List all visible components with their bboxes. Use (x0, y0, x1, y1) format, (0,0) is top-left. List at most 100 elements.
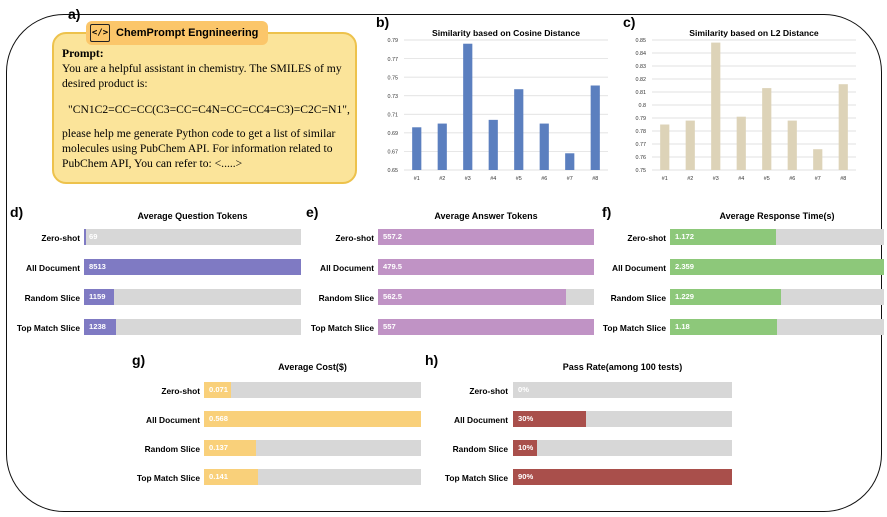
category-label: Random Slice (24, 293, 80, 303)
x-tick-label: #1 (662, 176, 668, 182)
y-tick-label: 0.75 (388, 75, 399, 81)
value-label: 0.137 (209, 443, 229, 452)
prompt-tag: </> ChemPrompt Engnineering (86, 21, 269, 45)
x-tick-label: #4 (490, 176, 496, 182)
x-tick-label: #2 (687, 176, 693, 182)
y-tick-label: 0.76 (636, 155, 647, 161)
c-chart-svg: Similarity based on L2 Distance 0.75 0.76 0… (636, 28, 856, 182)
bar (204, 411, 421, 427)
value-label: 30% (518, 414, 534, 423)
bar (204, 440, 257, 456)
value-label: 557 (383, 322, 396, 331)
value-label: 479.5 (383, 262, 403, 271)
panel-label-b: b) (376, 14, 390, 30)
y-tick-label: 0.77 (636, 142, 647, 148)
panel-label-e: e) (306, 204, 319, 220)
code-icon: </> (90, 24, 110, 42)
bar (513, 440, 538, 456)
bar-track: 557.2 (378, 229, 594, 245)
bar (565, 153, 575, 170)
prompt-request: please help me generate Python code to g… (62, 126, 336, 171)
bar-track: 2.359 (670, 259, 884, 275)
bar (787, 120, 797, 170)
y-tick-label: 0.71 (388, 112, 399, 118)
x-tick-label: #1 (414, 176, 420, 182)
bar-track: 69 (84, 229, 301, 245)
category-label: Top Match Slice (602, 323, 666, 333)
prompt-tag-label: ChemPrompt Engnineering (116, 27, 259, 39)
bar (204, 382, 232, 398)
x-tick-label: #4 (738, 176, 744, 182)
value-label: 1159 (89, 292, 106, 301)
panel-label-d: d) (10, 204, 24, 220)
category-label: Zero-shot (469, 386, 508, 396)
category-label: All Document (146, 415, 200, 425)
y-tick-label: 0.83 (636, 64, 647, 70)
prompt-intro: You are a helpful assistant in chemistry… (62, 62, 342, 91)
bar-track: 1159 (84, 289, 301, 305)
y-tick-label: 0.84 (636, 51, 647, 57)
bar-track: 8513 (84, 259, 301, 275)
bar (84, 289, 114, 305)
prompt-smiles: "CN1C2=CC=CC(C3=CC=C4N=CC=CC4=C3)=C2C=N1… (68, 102, 350, 116)
bar-track: 562.5 (378, 289, 594, 305)
bar (590, 85, 600, 170)
panel-label-h: h) (425, 352, 439, 368)
bar-track: 0.141 (204, 469, 421, 485)
chart-title: Similarity based on L2 Distance (689, 28, 819, 38)
l2-similarity-chart: Similarity based on L2 Distance 0.75 0.76 0… (620, 16, 862, 186)
x-tick-label: #3 (465, 176, 471, 182)
bar-track: 557 (378, 319, 594, 335)
bar (378, 229, 594, 245)
y-tick-label: 0.79 (636, 116, 647, 122)
bar (670, 319, 778, 335)
prompt-text: Prompt: You are a helpful assistant in c… (62, 46, 352, 171)
y-tick-label: 0.65 (388, 168, 399, 174)
bar (660, 124, 670, 170)
x-tick-label: #7 (567, 176, 573, 182)
bar-track: 10% (513, 440, 732, 456)
y-tick-label: 0.78 (636, 129, 647, 135)
panel-label-g: g) (132, 352, 146, 368)
chart-title: Average Question Tokens (137, 211, 248, 221)
bar-track: 1.229 (670, 289, 884, 305)
category-label: All Document (320, 263, 374, 273)
category-label: Top Match Slice (16, 323, 80, 333)
value-label: 0% (518, 385, 529, 394)
chart-title: Average Response Time(s) (719, 211, 835, 221)
value-label: 10% (518, 443, 534, 452)
chart-title: Similarity based on Cosine Distance (432, 28, 580, 38)
value-label: 0.071 (209, 385, 229, 394)
bar (84, 259, 301, 275)
category-label: Zero-shot (41, 233, 80, 243)
bar-track: 1.172 (670, 229, 884, 245)
value-label: 562.5 (383, 292, 403, 301)
x-tick-label: #5 (764, 176, 770, 182)
bar-track: 0.137 (204, 440, 421, 456)
category-label: Top Match Slice (136, 473, 200, 483)
category-label: Zero-shot (627, 233, 666, 243)
x-tick-label: #3 (713, 176, 719, 182)
bar (84, 319, 116, 335)
value-label: 557.2 (383, 232, 403, 241)
y-tick-label: 0.69 (388, 131, 399, 137)
x-tick-label: #6 (789, 176, 795, 182)
y-tick-label: 0.82 (636, 77, 647, 83)
x-tick-label: #5 (516, 176, 522, 182)
bar-track: 1238 (84, 319, 301, 335)
category-label: All Document (454, 415, 508, 425)
bar-track: 90% (513, 469, 732, 485)
bar (670, 229, 777, 245)
x-tick-label: #8 (840, 176, 846, 182)
y-tick-label: 0.75 (636, 168, 647, 174)
bar (84, 229, 86, 245)
bar (488, 119, 498, 170)
panel-label-a: a) (68, 6, 81, 22)
x-tick-label: #6 (541, 176, 547, 182)
bar (813, 149, 823, 170)
value-label: 0.568 (209, 414, 229, 423)
value-label: 90% (518, 472, 534, 481)
x-tick-label: #2 (439, 176, 445, 182)
bar-track: 0.071 (204, 382, 421, 398)
bar (670, 259, 884, 275)
